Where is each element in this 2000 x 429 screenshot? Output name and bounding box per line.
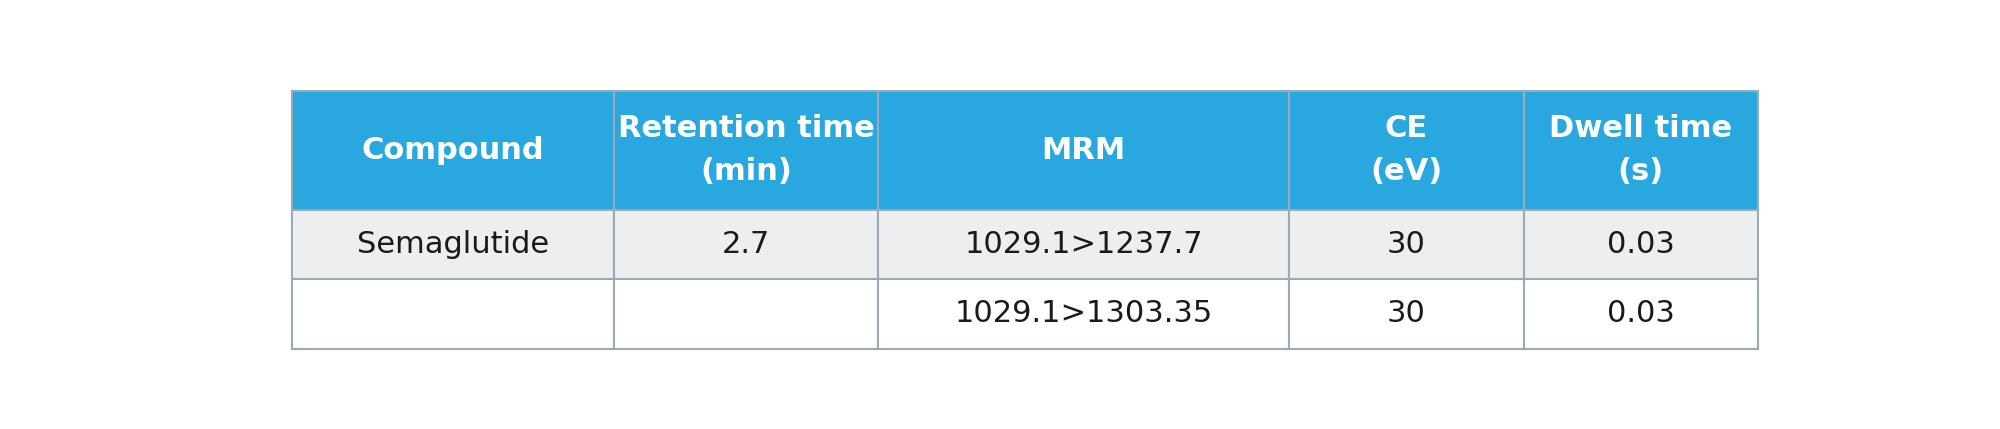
- Text: Semaglutide: Semaglutide: [358, 230, 550, 259]
- Bar: [1524, 91, 1758, 210]
- Bar: [1288, 210, 1524, 279]
- Bar: [878, 91, 1288, 210]
- Text: Retention time
(min): Retention time (min): [618, 115, 874, 186]
- Bar: [1288, 279, 1524, 349]
- Text: 1029.1>1237.7: 1029.1>1237.7: [964, 230, 1202, 259]
- Bar: [1524, 210, 1758, 279]
- Text: 2.7: 2.7: [722, 230, 770, 259]
- Bar: [1524, 279, 1758, 349]
- Text: 30: 30: [1386, 230, 1426, 259]
- Text: 1029.1>1303.35: 1029.1>1303.35: [954, 299, 1212, 329]
- Bar: [878, 210, 1288, 279]
- Bar: [292, 279, 614, 349]
- Bar: [614, 91, 878, 210]
- Bar: [878, 279, 1288, 349]
- Bar: [614, 279, 878, 349]
- Text: Compound: Compound: [362, 136, 544, 165]
- Text: CE
(eV): CE (eV): [1370, 115, 1442, 186]
- Bar: [1288, 91, 1524, 210]
- Bar: [614, 210, 878, 279]
- Text: 30: 30: [1386, 299, 1426, 329]
- Bar: [292, 91, 614, 210]
- Text: 0.03: 0.03: [1606, 230, 1674, 259]
- Text: 0.03: 0.03: [1606, 299, 1674, 329]
- Text: Dwell time
(s): Dwell time (s): [1550, 115, 1732, 186]
- Text: MRM: MRM: [1042, 136, 1126, 165]
- Bar: [292, 210, 614, 279]
